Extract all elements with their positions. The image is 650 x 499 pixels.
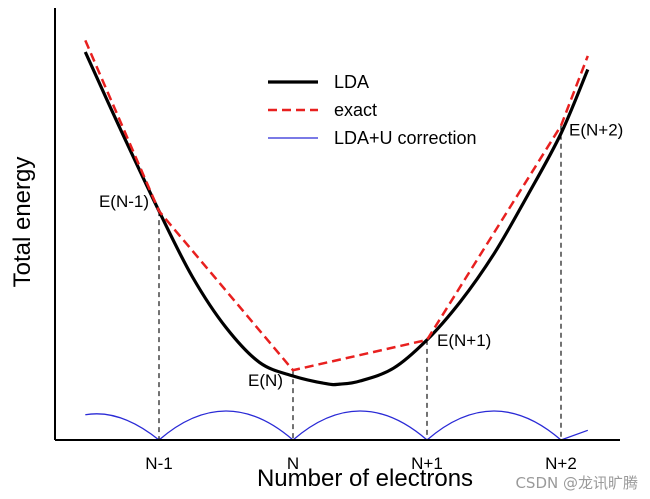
point-label-group: E(N-1) E(N) E(N+1) E(N+2)	[99, 121, 623, 390]
point-label: E(N+2)	[569, 121, 623, 140]
series-line-exact	[84, 39, 589, 372]
legend-label: LDA+U correction	[334, 128, 477, 148]
point-label: E(N+1)	[437, 331, 491, 350]
legend-label: LDA	[334, 72, 369, 92]
x-tick-group: N-1 N N+1 N+2	[145, 454, 577, 473]
series-group	[83, 39, 590, 441]
x-tick-label: N	[287, 454, 299, 473]
series-line-lda-u-correction	[85, 410, 589, 441]
legend-label: exact	[334, 100, 377, 120]
legend: LDA exact LDA+U correction	[268, 72, 477, 148]
dropline-group	[158, 125, 562, 440]
x-tick-label: N+2	[545, 454, 577, 473]
point-label: E(N)	[248, 371, 283, 390]
y-axis-title: Total energy	[9, 157, 36, 288]
point-label: E(N-1)	[99, 192, 149, 211]
watermark-text: CSDN @龙讯旷腾	[515, 474, 638, 492]
x-axis-title: Number of electrons	[257, 465, 473, 492]
x-tick-label: N+1	[411, 454, 443, 473]
x-tick-label: N-1	[145, 454, 172, 473]
series-line-lda	[83, 51, 590, 387]
